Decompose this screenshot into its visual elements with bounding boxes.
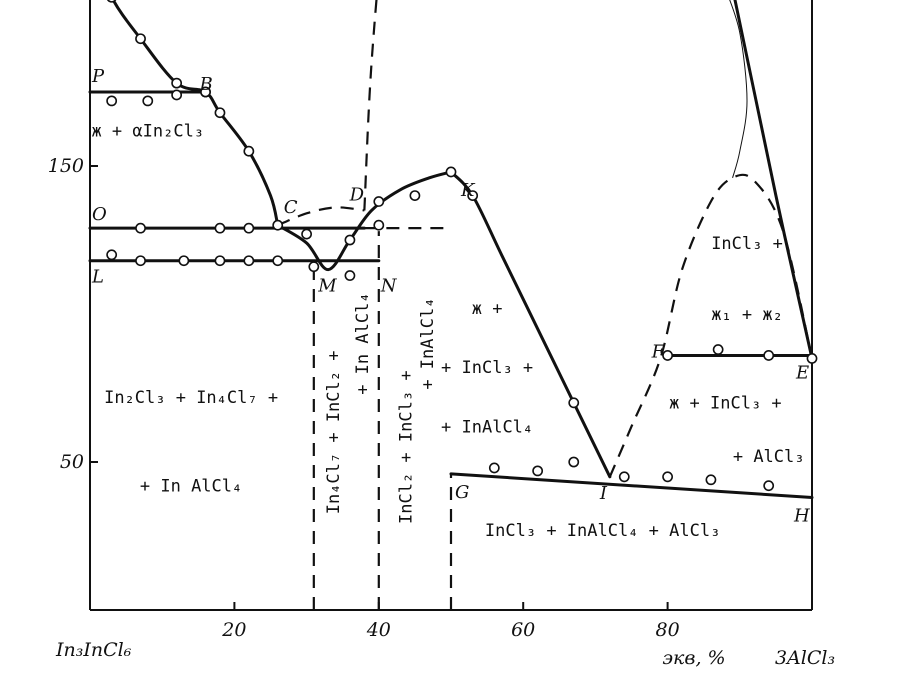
curve-liquidus-CMDK (276, 170, 453, 272)
point-label-g: G (455, 482, 469, 503)
data-point (243, 255, 255, 267)
data-point (532, 465, 544, 477)
point-label-d: D (349, 184, 365, 205)
x-right-label: 3AlCl₃ (775, 647, 835, 669)
region-label-incl3-l1-l2-b: ж₁ + ж₂ (711, 305, 783, 325)
data-point (568, 397, 580, 409)
data-point (135, 33, 146, 45)
point-label-l: L (91, 267, 104, 288)
curve-liquidus-upper-right (733, 0, 814, 360)
data-point (243, 145, 255, 157)
point-label-e: E (795, 362, 809, 383)
data-point (806, 352, 818, 364)
region-label-liquid-incl3-alcl3-a: ж + InCl₃ + (669, 394, 782, 414)
data-point (344, 270, 356, 281)
data-points (106, 0, 818, 492)
x-tick-label: 20 (221, 619, 246, 641)
axes: 5015025035020406080In₃InCl₆экв, %3AlCl₃ (48, 0, 835, 669)
data-point (106, 95, 118, 107)
data-point (662, 350, 673, 361)
region-label-solid-left-a: In₂Cl₃ + In₄Cl₇ + (104, 388, 278, 408)
data-point (142, 95, 154, 107)
data-point (135, 255, 146, 267)
data-point (488, 462, 500, 474)
point-label-c: C (284, 197, 298, 218)
point-label-h: H (793, 506, 810, 527)
data-point (445, 166, 457, 178)
data-point (200, 86, 211, 98)
phase-curves (88, 0, 814, 610)
x-left-label: In₃InCl₆ (55, 639, 132, 661)
vertical-label-v-col2: + In AlCl₄ (353, 292, 373, 394)
data-point (618, 471, 630, 483)
data-point (214, 255, 226, 267)
point-label-o: O (92, 204, 107, 225)
data-point (467, 190, 479, 201)
data-point (214, 107, 226, 119)
data-point (712, 344, 724, 355)
curve-liquidus-ABC (111, 0, 280, 227)
y-tick-label: 150 (48, 155, 84, 177)
data-point (409, 190, 421, 201)
curve-dashed-near-C (277, 206, 365, 227)
data-point (135, 222, 146, 234)
point-label-p: P (91, 66, 105, 87)
data-point (272, 219, 284, 231)
x-tick-label: 60 (511, 619, 535, 641)
vertical-label-v-col3: InCl₂ + InCl₃ + (396, 370, 416, 524)
data-point (763, 350, 775, 361)
point-label-m: M (317, 276, 337, 297)
data-point (373, 219, 385, 231)
point-label-k: K (460, 180, 476, 201)
data-point (662, 471, 673, 483)
curve-thin-curve (729, 0, 748, 178)
vertical-label-v-col1: In₄Cl₇ + InCl₂ + (324, 351, 344, 515)
curve-dashed-miscibility (608, 173, 814, 478)
point-label-b: B (199, 74, 213, 95)
region-label-liquid-incl3-alcl3-b: + AlCl₃ (733, 447, 805, 467)
region-label-incl3-l1-l2-a: InCl₃ + (711, 234, 783, 254)
data-point (106, 249, 118, 261)
data-point (171, 89, 183, 101)
data-point (344, 234, 356, 246)
data-point (763, 480, 775, 492)
region-label-liquid-incl3-inalcl4-1: ж + (472, 299, 503, 319)
x-tick-label: 80 (656, 619, 680, 641)
data-point (214, 222, 226, 234)
curve-dashed-dome-top (363, 0, 378, 211)
data-point (308, 261, 320, 273)
point-label-f: F (651, 341, 666, 362)
point-label-i: I (599, 483, 608, 504)
data-point (272, 255, 284, 267)
data-point (106, 0, 117, 3)
region-label-liquid-in2cl3: ж + αIn₂Cl₃ (91, 121, 204, 141)
data-point (301, 228, 312, 240)
data-point (705, 474, 717, 486)
x-tick-label: 40 (366, 619, 391, 641)
vertical-label-v-col4: + InAlCl₄ (418, 298, 438, 390)
region-label-liquid-incl3-inalcl4-3: + InAlCl₄ (441, 417, 533, 437)
data-point (243, 222, 255, 234)
curve-solidus-GIH (449, 472, 814, 500)
region-label-liquid-incl3-inalcl4-2: + InCl₃ + (441, 358, 533, 378)
data-point (568, 456, 580, 468)
data-point (373, 196, 385, 207)
region-label-solid-bottom-right: InCl₃ + InAlCl₄ + AlCl₃ (485, 521, 720, 541)
y-tick-label: 50 (60, 451, 84, 473)
data-point (171, 77, 183, 89)
region-label-solid-left-b: + In AlCl₄ (140, 477, 242, 497)
data-point (178, 255, 190, 267)
x-axis-title: экв, % (662, 647, 725, 669)
point-label-n: N (380, 276, 398, 297)
